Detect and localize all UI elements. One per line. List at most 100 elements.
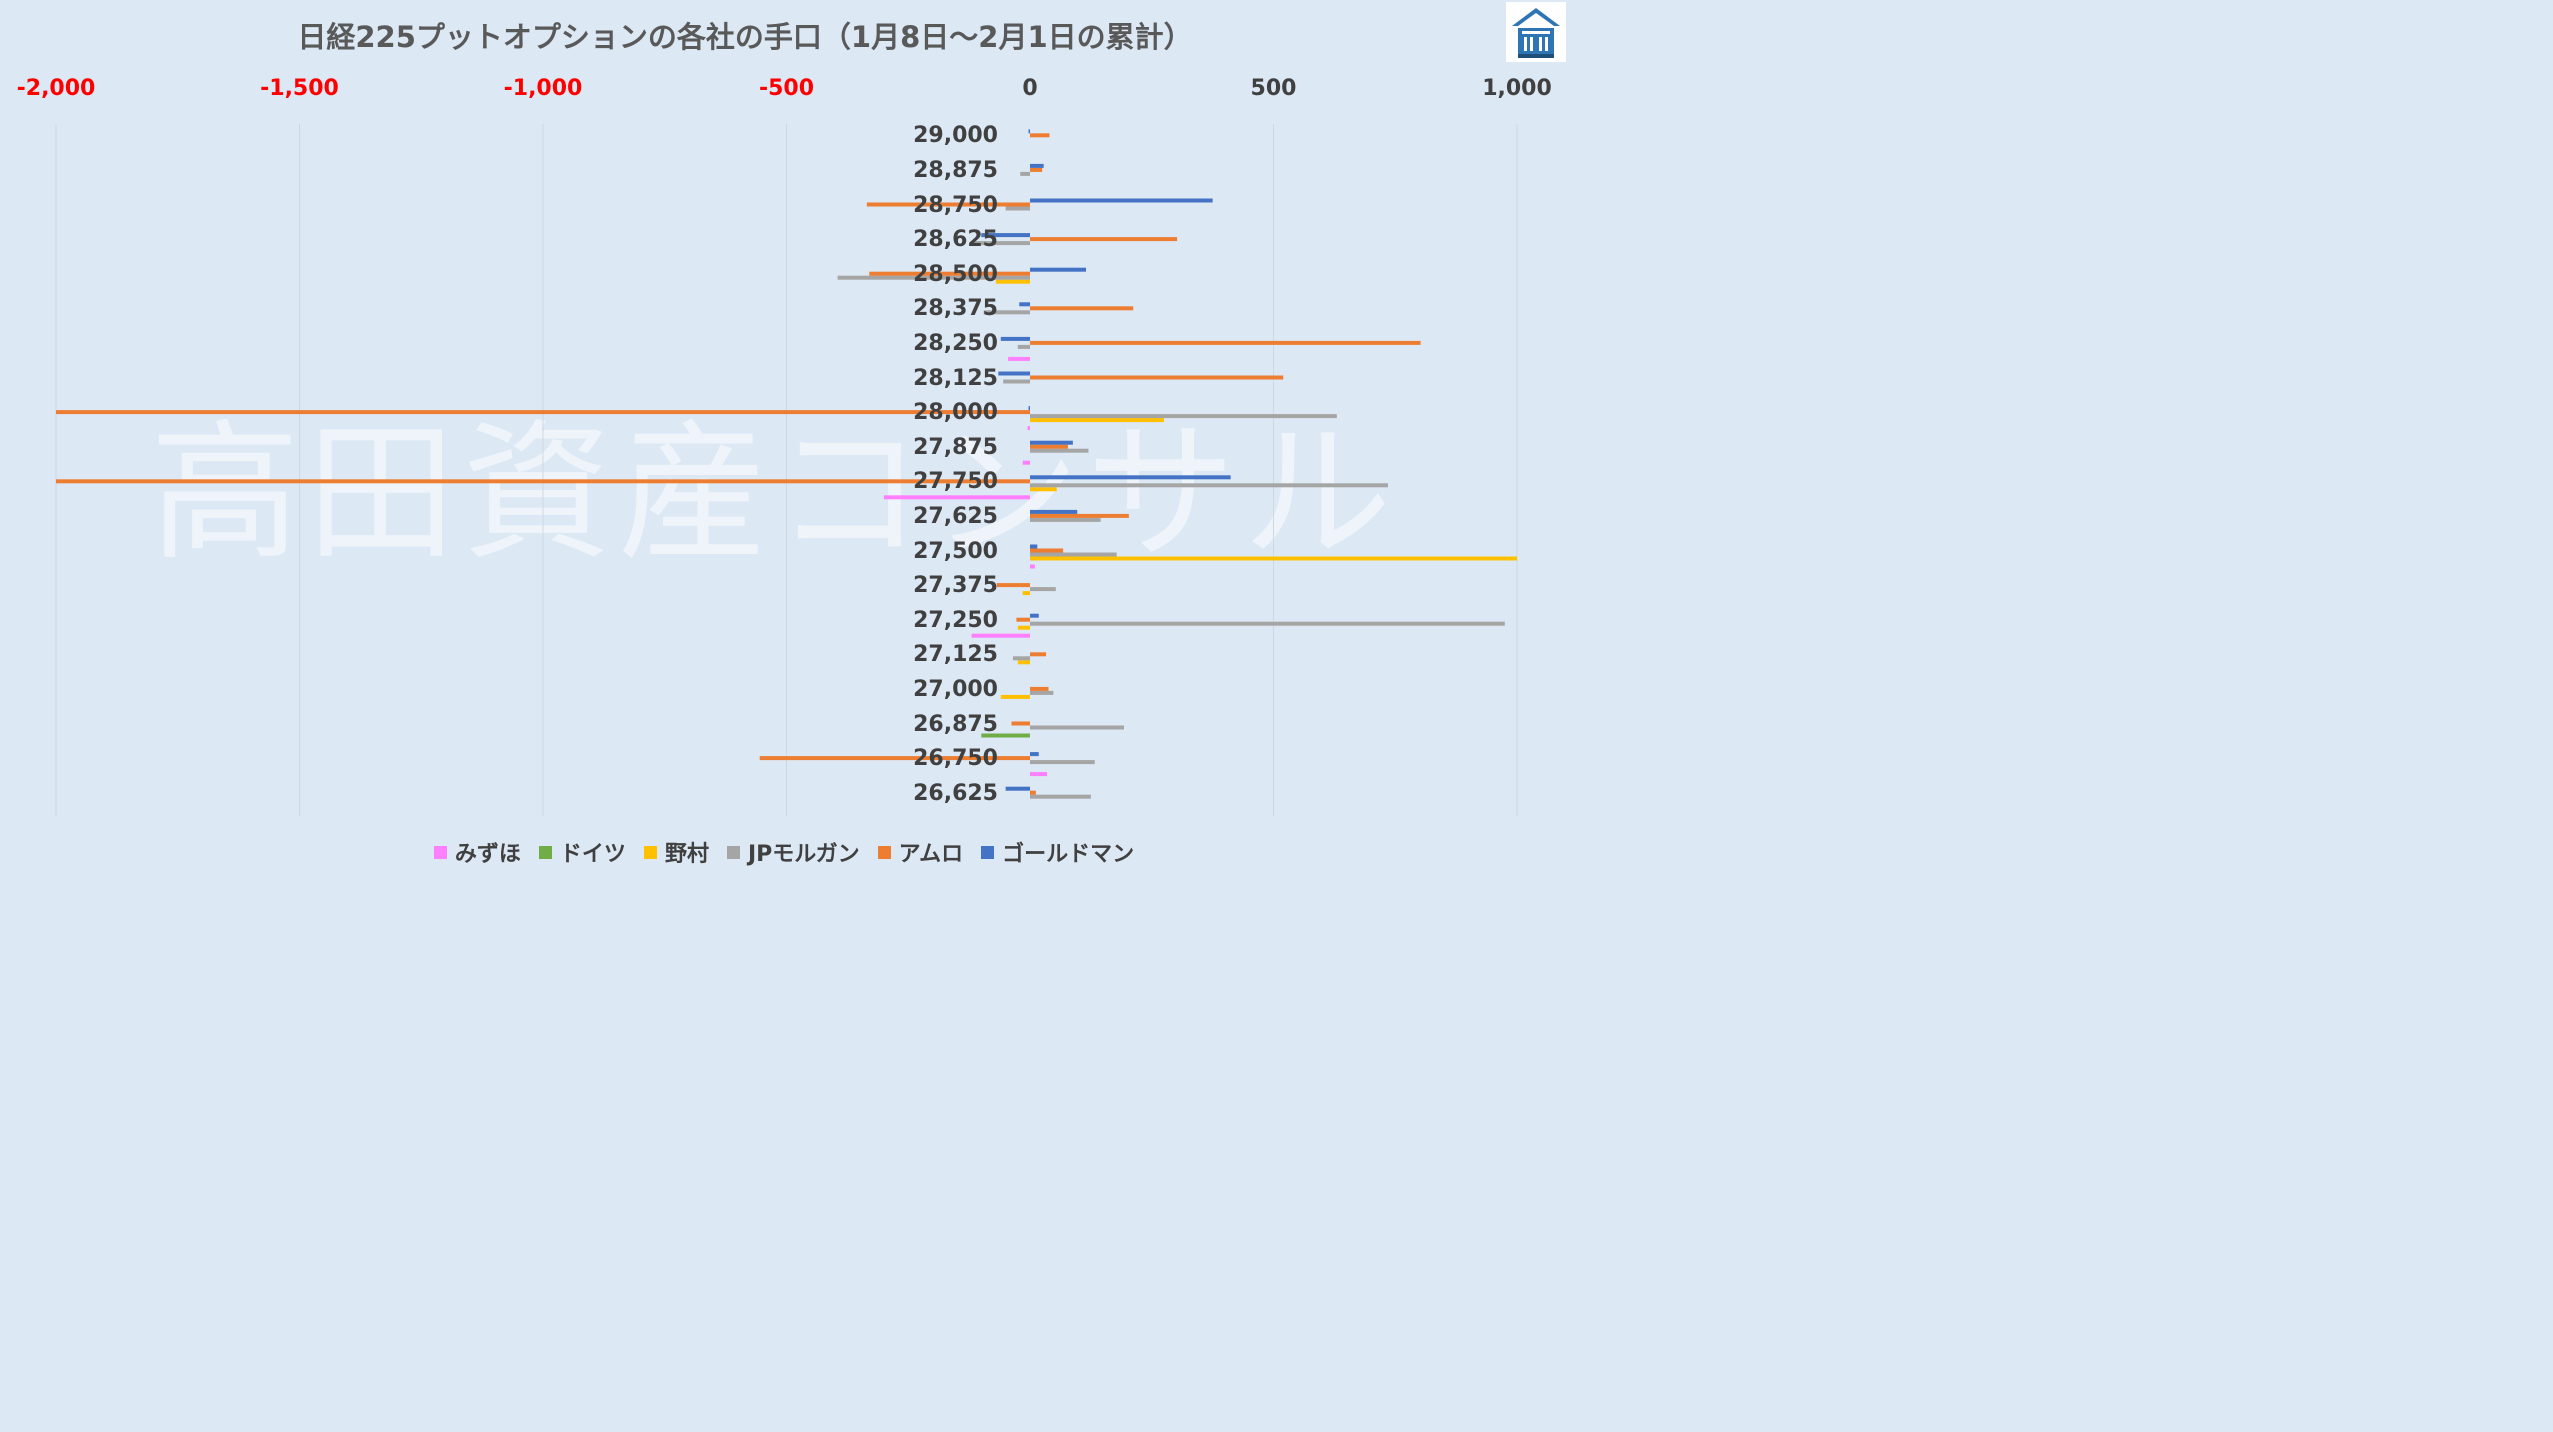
bar [1030, 587, 1056, 592]
bar [1030, 544, 1038, 549]
y-tick-label: 28,500 [913, 261, 998, 287]
bar [981, 733, 1030, 738]
bar [1030, 794, 1091, 799]
x-tick-label: -500 [758, 76, 815, 101]
bar [971, 633, 1030, 638]
bar [1028, 406, 1030, 411]
bar [1030, 509, 1078, 514]
x-tick-label: -1,500 [260, 76, 339, 101]
x-tick-label: 500 [1250, 76, 1297, 101]
legend-swatch [877, 845, 891, 859]
bar [1030, 752, 1039, 757]
bar [1030, 652, 1047, 657]
bar [1030, 552, 1117, 557]
bar [1017, 625, 1030, 630]
bar [759, 756, 1030, 761]
bar [883, 495, 1030, 500]
bar [1005, 206, 1030, 211]
legend-item: ドイツ [538, 836, 626, 868]
bar [1005, 786, 1030, 791]
legend-label: ドイツ [559, 842, 626, 867]
bar [1003, 379, 1030, 384]
bar [56, 410, 1030, 415]
bar [1030, 613, 1039, 618]
y-tick-label: 27,125 [913, 642, 998, 668]
bar [1030, 418, 1164, 423]
bar [1030, 340, 1421, 345]
y-tick-label: 27,875 [913, 434, 998, 460]
bar [1030, 163, 1044, 168]
chart-root: 高田資産コンサル 日経225プットオプションの各社の手口（1月8日～2月1日の累… [0, 0, 1568, 880]
bar [1030, 513, 1129, 518]
bar [981, 233, 1030, 238]
bar [1022, 460, 1030, 465]
bar [869, 271, 1030, 276]
bar [1016, 617, 1030, 622]
bar [1030, 237, 1178, 242]
y-tick-label: 28,375 [913, 296, 998, 322]
legend-item: アムロ [877, 836, 964, 868]
bar [1017, 344, 1030, 349]
bar [1030, 198, 1213, 203]
bar [1030, 133, 1050, 138]
legend-item: JPモルガン [726, 836, 860, 868]
x-tick-label: 1,000 [1482, 76, 1552, 101]
legend-label: アムロ [898, 842, 964, 867]
bar [56, 479, 1030, 484]
legend-label: 野村 [664, 842, 709, 867]
y-tick-label: 28,250 [913, 330, 998, 356]
y-tick-label: 26,750 [913, 746, 998, 772]
y-tick-label: 27,375 [913, 573, 998, 599]
x-tick-label: 0 [1022, 76, 1038, 101]
bar [1030, 475, 1231, 480]
bar [1020, 171, 1030, 176]
bar [1030, 167, 1043, 172]
watermark: 高田資産コンサル [150, 407, 1399, 581]
bar [1030, 487, 1057, 492]
bar [1030, 548, 1064, 553]
legend-item: みずほ [433, 836, 521, 868]
bar [1030, 772, 1048, 777]
legend-swatch [643, 845, 657, 859]
legend-swatch [433, 845, 447, 859]
x-tick-label: -1,000 [503, 76, 583, 101]
bar [1000, 694, 1030, 699]
bar [995, 279, 1030, 284]
bar [1008, 356, 1030, 361]
legend-swatch [981, 845, 995, 859]
legend-label: JPモルガン [747, 842, 860, 867]
legend-swatch [538, 845, 552, 859]
bar [1017, 660, 1030, 665]
bar [1022, 591, 1030, 596]
bar [996, 583, 1030, 588]
legend-item: ゴールドマン [981, 836, 1134, 868]
y-tick-label: 28,750 [913, 192, 998, 218]
bar [866, 202, 1030, 207]
bar [1030, 517, 1101, 522]
bar [1028, 129, 1030, 134]
legend-swatch [726, 845, 740, 859]
bar [1030, 621, 1505, 626]
y-tick-label: 26,625 [913, 780, 998, 806]
x-tick-label: -2,000 [16, 76, 96, 101]
bar [1027, 426, 1030, 431]
y-tick-label: 28,000 [913, 400, 998, 426]
bar [1030, 483, 1388, 488]
house-logo-icon [1506, 2, 1566, 62]
bar [1030, 760, 1095, 765]
y-tick-label: 28,625 [913, 227, 998, 253]
bar [1030, 564, 1035, 569]
bar [1030, 414, 1337, 419]
y-tick-label: 28,875 [913, 157, 998, 183]
bar [1030, 440, 1073, 445]
y-tick-label: 27,750 [913, 469, 998, 495]
y-tick-label: 27,500 [913, 538, 998, 564]
bar [1030, 686, 1049, 691]
plot-area [55, 124, 1518, 816]
bar [983, 310, 1030, 315]
bar [1030, 556, 1517, 561]
bar [837, 275, 1030, 280]
y-tick-label: 26,875 [913, 711, 998, 737]
y-tick-label: 29,000 [913, 123, 998, 149]
bar [1012, 656, 1030, 661]
